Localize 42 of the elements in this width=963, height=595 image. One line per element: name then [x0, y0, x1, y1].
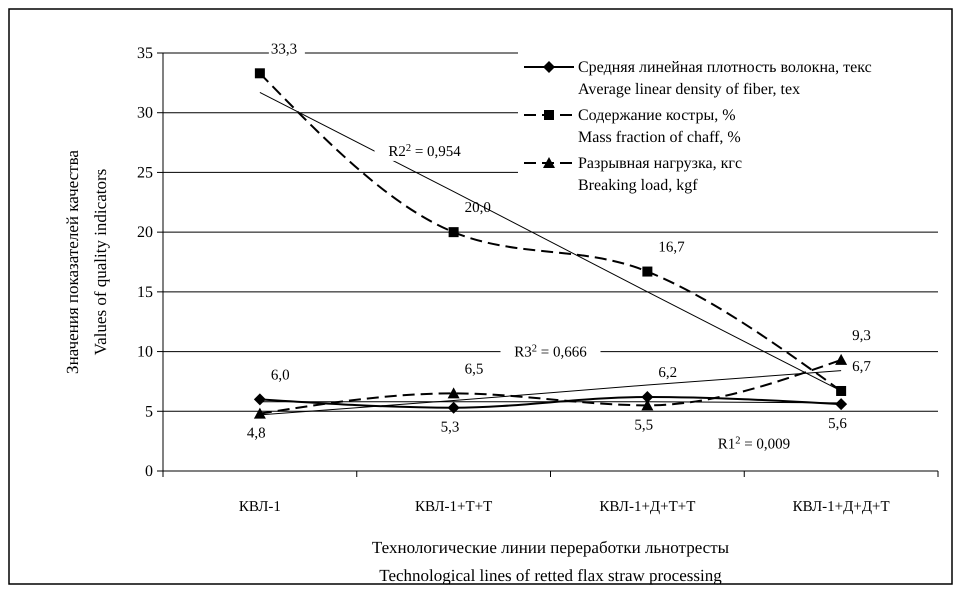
y-tick-label: 20	[137, 224, 153, 242]
data-label: 9,3	[852, 328, 871, 344]
data-label: 20,0	[464, 200, 491, 216]
x-tick-label: КВЛ-1+Т+Т	[414, 499, 492, 515]
annotation: R1$^{2}$ = 0,009	[718, 435, 790, 453]
point	[835, 398, 848, 410]
legend-label: Разрывная нагрузка, кгс Breaking load, kgf	[578, 155, 742, 194]
data-label: 6,2	[658, 364, 678, 381]
x-tick-label: КВЛ-1+Д+Д+Т	[792, 499, 890, 515]
point	[641, 390, 654, 403]
point	[836, 386, 846, 396]
point	[448, 402, 460, 414]
point	[448, 227, 459, 238]
data-label: 4,8	[246, 426, 266, 442]
point	[254, 68, 265, 78]
y-tick-label: 15	[137, 284, 153, 301]
x-axis-title: Технологические линии переработки льнотресты Technological lines of retted flax straw processing	[372, 538, 730, 585]
annotation: R3$^{2}$ = 0,666	[514, 343, 588, 361]
annotation: R2$^{2}$ = 0,954	[388, 142, 462, 160]
data-label: 33,3	[270, 41, 298, 58]
legend-label: Содержание костры, % Mass fraction of chaff, %	[578, 107, 741, 146]
data-label: 16,7	[658, 240, 686, 256]
y-tick-label: 35	[137, 45, 153, 62]
y-tick-label: 30	[137, 104, 153, 122]
y-tick-label: 25	[137, 164, 153, 182]
legend-label: Средняя линейная плотность волокна, текс Average linear density of fiber, tex	[578, 59, 872, 98]
data-label: 6,0	[270, 367, 290, 384]
data-label: 5,5	[634, 417, 654, 434]
y-tick-label: 10	[137, 344, 153, 361]
x-tick-label: КВЛ-1	[238, 499, 281, 515]
y-tick-label: 5	[145, 403, 153, 420]
point	[835, 354, 848, 365]
point	[448, 387, 460, 398]
data-label: 6,7	[852, 358, 872, 375]
point	[642, 266, 652, 277]
data-label: 5,6	[828, 416, 848, 432]
data-label: 5,3	[440, 420, 460, 436]
data-label: 6,5	[464, 361, 484, 378]
point	[254, 393, 266, 406]
y-tick-label: 0	[145, 463, 153, 480]
y-axis-title: Значения показателей качества Values of quality indicators	[63, 150, 110, 374]
x-tick-label: КВЛ-1+Д+Т+Т	[599, 499, 696, 515]
